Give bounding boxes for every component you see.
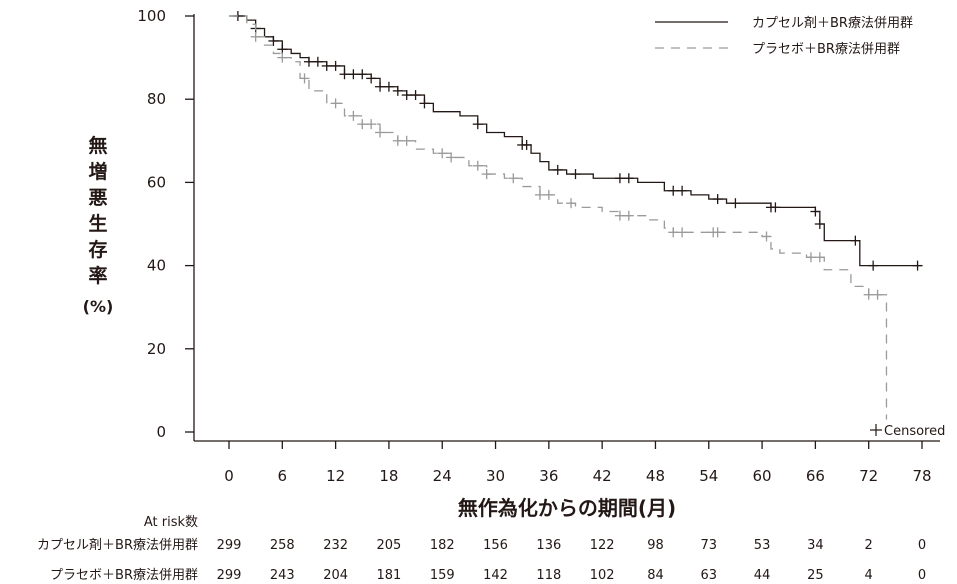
y-tick-label: 60 <box>147 173 166 191</box>
at-risk-count: 156 <box>483 538 508 553</box>
at-risk-count: 98 <box>647 538 664 553</box>
x-tick-label: 42 <box>593 467 612 485</box>
y-axis-label-char: 存 <box>88 238 107 261</box>
x-tick-label: 72 <box>859 467 878 485</box>
y-axis-label-char: 悪 <box>88 187 107 209</box>
x-axis-label: 無作為化からの期間(月) <box>458 496 676 520</box>
y-tick-label: 0 <box>156 423 166 441</box>
y-tick-label: 80 <box>147 90 166 108</box>
y-axis-label-char: 無 <box>88 134 107 157</box>
at-risk-count: 299 <box>217 538 242 553</box>
at-risk-count: 204 <box>323 568 348 583</box>
at-risk-count: 118 <box>536 568 561 583</box>
at-risk-table: カプセル剤＋BR療法併用群 299 258 232 205 182 156 136 122 98 7… <box>37 537 926 583</box>
x-tick-label: 24 <box>433 467 452 485</box>
y-axis-label-char: 率 <box>88 264 107 287</box>
at-risk-row-label: カプセル剤＋BR療法併用群 <box>37 537 198 553</box>
y-axis-unit: (%) <box>83 297 114 316</box>
x-tick-label: 60 <box>753 467 772 485</box>
at-risk-count: 159 <box>430 568 455 583</box>
series-2-curve <box>229 15 888 420</box>
legend-label-series-2: プラセボ＋BR療法併用群 <box>752 42 900 57</box>
at-risk-count: 136 <box>536 538 561 553</box>
at-risk-count: 102 <box>590 568 615 583</box>
x-ticks: 0 6 12 18 24 30 36 42 48 54 60 66 72 78 <box>224 441 932 485</box>
at-risk-count: 205 <box>377 538 402 553</box>
at-risk-count: 182 <box>430 538 455 553</box>
x-tick-label: 78 <box>912 467 931 485</box>
x-tick-label: 6 <box>278 467 288 485</box>
at-risk-count: 232 <box>323 538 348 553</box>
x-tick-label: 0 <box>224 467 234 485</box>
y-tick-label: 100 <box>137 7 166 25</box>
y-tick-label: 20 <box>147 340 166 358</box>
at-risk-count: 63 <box>700 568 717 583</box>
at-risk-count: 84 <box>647 568 664 583</box>
at-risk-count: 299 <box>217 568 242 583</box>
at-risk-count: 4 <box>865 568 873 583</box>
at-risk-count: 181 <box>377 568 402 583</box>
x-tick-label: 66 <box>806 467 825 485</box>
at-risk-count: 0 <box>918 538 926 553</box>
x-tick-label: 54 <box>699 467 718 485</box>
x-tick-label: 30 <box>486 467 505 485</box>
x-tick-label: 48 <box>646 467 665 485</box>
at-risk-count: 44 <box>754 568 771 583</box>
at-risk-title: At risk数 <box>144 515 198 530</box>
at-risk-count: 0 <box>918 568 926 583</box>
at-risk-count: 73 <box>700 538 717 553</box>
y-ticks: 0 20 40 60 80 100 <box>137 7 194 441</box>
at-risk-count: 53 <box>754 538 771 553</box>
legend: カプセル剤＋BR療法併用群 プラセボ＋BR療法併用群 <box>655 15 913 57</box>
x-tick-label: 12 <box>326 467 345 485</box>
legend-label-series-1: カプセル剤＋BR療法併用群 <box>752 15 913 31</box>
at-risk-count: 258 <box>270 538 295 553</box>
censored-legend-label: Censored <box>884 424 945 439</box>
y-axis-label-char: 増 <box>88 160 107 183</box>
y-tick-label: 40 <box>147 257 166 275</box>
at-risk-count: 243 <box>270 568 295 583</box>
y-axis-label-char: 生 <box>88 212 107 235</box>
at-risk-count: 122 <box>590 538 615 553</box>
x-tick-label: 18 <box>379 467 398 485</box>
at-risk-count: 142 <box>483 568 508 583</box>
series-layer <box>229 11 923 420</box>
censored-legend: Censored <box>870 424 945 439</box>
x-tick-label: 36 <box>539 467 558 485</box>
at-risk-count: 34 <box>807 538 824 553</box>
at-risk-count: 2 <box>865 538 873 553</box>
at-risk-row-label: プラセボ＋BR療法併用群 <box>50 568 198 583</box>
at-risk-count: 25 <box>807 568 824 583</box>
